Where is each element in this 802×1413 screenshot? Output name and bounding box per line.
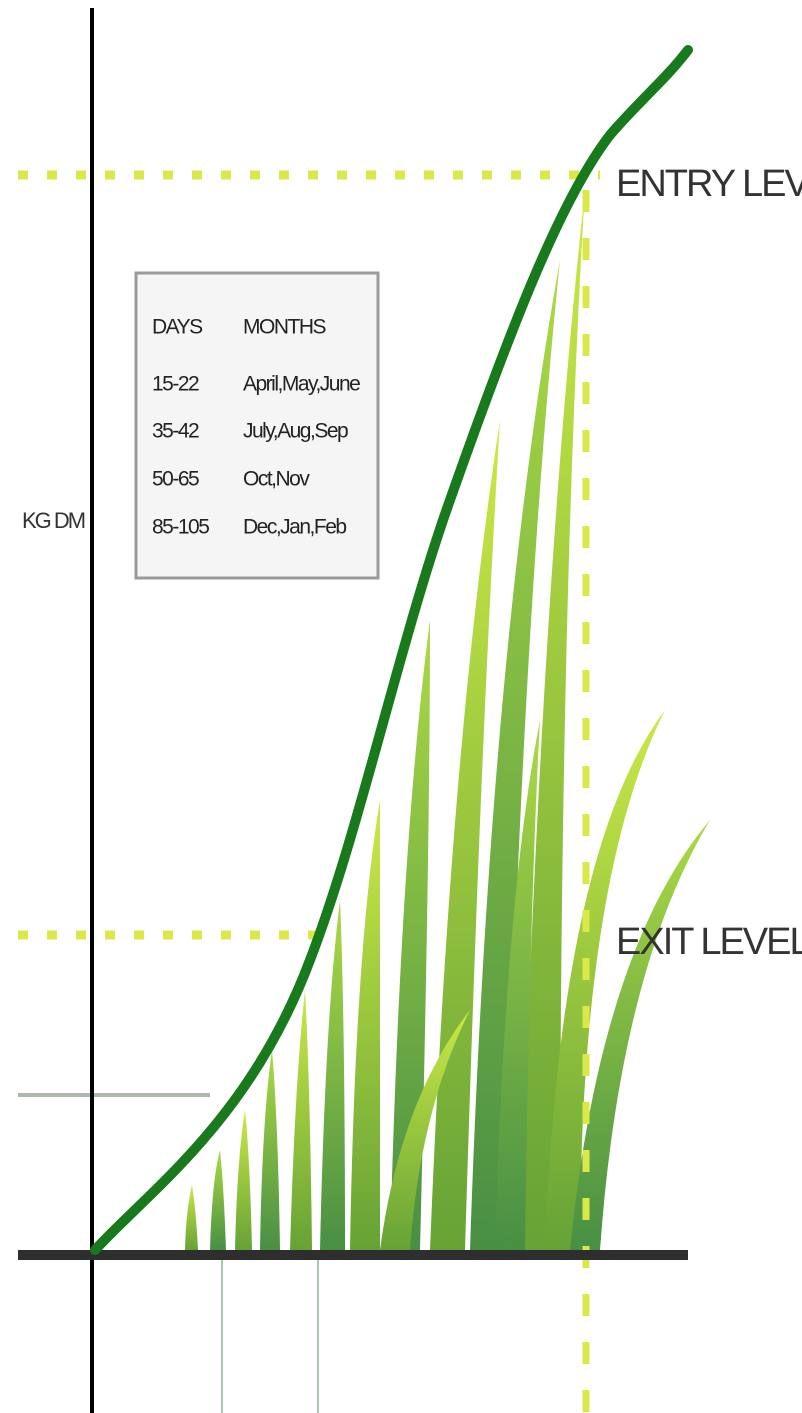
table-cell: April,May,June — [243, 373, 360, 396]
grass — [185, 190, 710, 1250]
table-header: DAYS — [152, 316, 203, 339]
growth-curve — [90, 45, 693, 1255]
entry-label: ENTRY LEVEL — [616, 163, 802, 205]
table-cell: 35-42 — [152, 420, 199, 443]
table-box — [134, 271, 380, 580]
table-cell: 50-65 — [152, 468, 199, 491]
table-cell: Oct,Nov — [243, 468, 310, 491]
y-axis-label: KG DM — [22, 508, 85, 533]
exit-label: EXIT LEVEL — [616, 921, 802, 963]
table-cell: 15-22 — [152, 373, 199, 396]
table-cell: Dec,Jan,Feb — [243, 516, 346, 539]
table-cell: 85-105 — [152, 516, 209, 539]
table: DAYS MONTHS 15-22 April,May,June 35-42 July,A… — [152, 316, 362, 539]
table-cell: July,Aug,Sep — [243, 420, 348, 443]
table-header: MONTHS — [243, 316, 326, 339]
